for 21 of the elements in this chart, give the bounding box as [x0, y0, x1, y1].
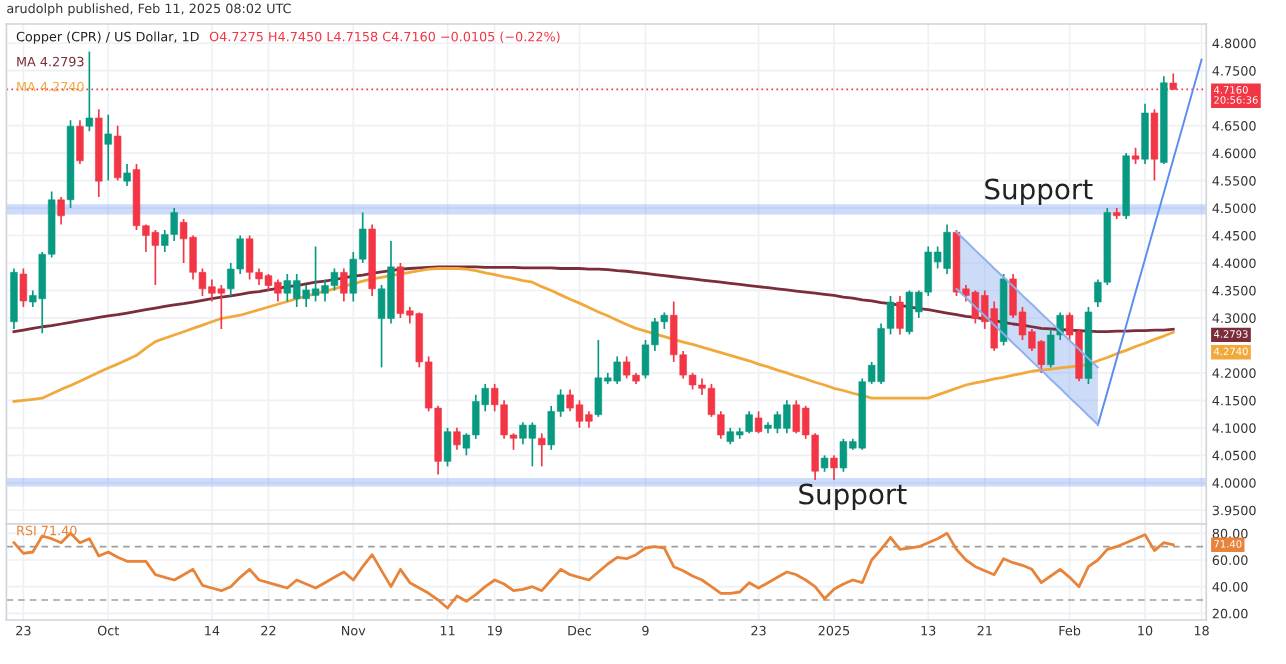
- annotation: Support: [985, 178, 1093, 205]
- candlestick: [19, 267, 28, 308]
- line-series: [955, 287, 1099, 426]
- candlestick: [538, 432, 546, 468]
- annotation: Support: [799, 483, 907, 510]
- candlestick: [453, 427, 461, 451]
- candlestick: [123, 163, 131, 187]
- line-series: [1096, 58, 1203, 427]
- candlestick: [57, 196, 65, 226]
- candlestick: [340, 267, 348, 303]
- candlestick: [443, 427, 452, 468]
- candlestick: [830, 454, 838, 481]
- line-series: [955, 231, 1099, 369]
- candlestick: [1150, 108, 1159, 182]
- candlestick: [113, 124, 122, 182]
- candlestick: [896, 295, 904, 336]
- candlestick: [1141, 102, 1149, 165]
- candlestick: [76, 119, 84, 165]
- candlestick: [85, 50, 94, 132]
- candlestick: [754, 410, 763, 435]
- candlestick: [104, 113, 112, 182]
